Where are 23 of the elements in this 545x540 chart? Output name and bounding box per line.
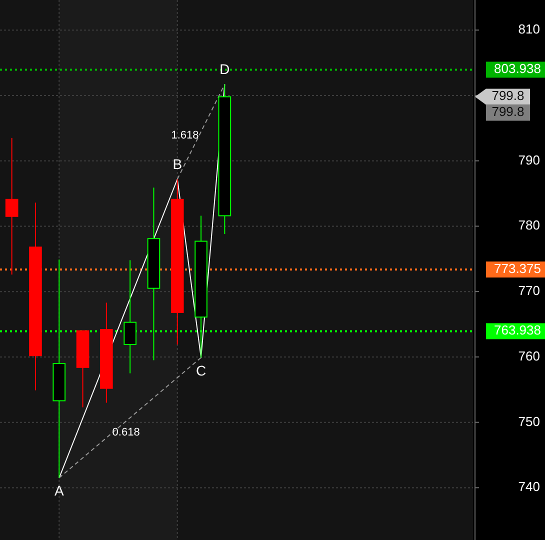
annotation: D xyxy=(220,61,230,78)
annotation: C xyxy=(196,362,206,378)
y-tick-label: 780 xyxy=(518,218,540,233)
annotation: 1.618 xyxy=(171,130,199,142)
y-tick-label: 810 xyxy=(518,22,540,37)
ref-line-label: 763.938 xyxy=(494,322,541,338)
y-tick-label: 740 xyxy=(518,479,540,494)
y-tick-label: 770 xyxy=(518,283,540,298)
annotation: B xyxy=(172,156,182,172)
ref-line-label: 773.375 xyxy=(494,260,541,276)
y-tick-label: 790 xyxy=(518,152,540,168)
candlestick xyxy=(218,84,232,235)
candlestick xyxy=(29,202,42,391)
annotation: A xyxy=(54,482,64,499)
annotation: 0.618 xyxy=(112,426,140,439)
ref-line-label: 803.938 xyxy=(494,61,541,76)
candlestick xyxy=(100,302,113,404)
candlestick xyxy=(5,137,18,276)
y-tick-label: 760 xyxy=(518,348,540,364)
text: 799.8 xyxy=(492,104,524,120)
text: 799.8 xyxy=(492,88,524,104)
y-tick-label: 750 xyxy=(518,414,540,429)
candlestick xyxy=(170,178,184,346)
